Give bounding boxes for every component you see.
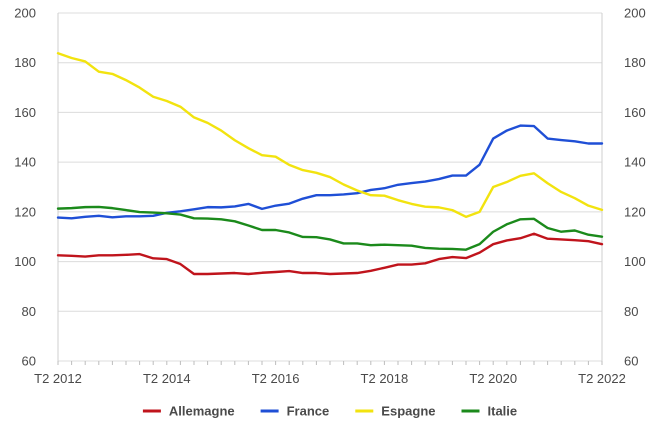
- legend-label: Allemagne: [169, 404, 235, 419]
- series-line-allemagne: [56, 232, 604, 276]
- x-tick-label-1: T2 2014: [143, 371, 191, 386]
- y-tick-label-right-120: 120: [624, 204, 646, 219]
- legend-item-france[interactable]: France: [260, 404, 330, 419]
- legend-item-allemagne[interactable]: Allemagne: [142, 404, 235, 419]
- series-line-espagne: [56, 52, 604, 219]
- x-tick-label-4: T2 2020: [469, 371, 517, 386]
- x-tick-label-0: T2 2012: [34, 371, 82, 386]
- x-tick-label-5: T2 2022: [578, 371, 626, 386]
- legend-label: Italie: [488, 404, 518, 419]
- y-tick-label-left-200: 200: [14, 6, 36, 21]
- y-tick-label-left-160: 160: [14, 105, 36, 120]
- legend-item-espagne[interactable]: Espagne: [355, 404, 435, 419]
- legend-label: Espagne: [381, 404, 435, 419]
- y-tick-label-left-140: 140: [14, 155, 36, 170]
- y-tick-label-right-100: 100: [624, 254, 646, 269]
- legend: Allemagne France Espagne Italie: [142, 404, 518, 419]
- gridlines: [58, 12, 602, 362]
- y-tick-label-right-80: 80: [624, 304, 638, 319]
- series-line-italie: [56, 205, 604, 251]
- y-tick-label-right-160: 160: [624, 105, 646, 120]
- y-tick-label-left-80: 80: [22, 304, 36, 319]
- x-tick-label-3: T2 2018: [361, 371, 409, 386]
- legend-item-italie[interactable]: Italie: [461, 404, 518, 419]
- y-tick-label-right-140: 140: [624, 155, 646, 170]
- y-tick-label-left-120: 120: [14, 204, 36, 219]
- axes: 60 60 80 80 100 100 120 120 140 140 160 160 180 180 20…: [14, 6, 645, 387]
- y-tick-label-left-60: 60: [22, 354, 36, 369]
- legend-label: France: [287, 404, 330, 419]
- y-tick-label-right-180: 180: [624, 55, 646, 70]
- x-tick-label-2: T2 2016: [252, 371, 300, 386]
- series-line-france: [56, 124, 604, 220]
- y-tick-label-right-60: 60: [624, 354, 638, 369]
- series-lines: [56, 52, 604, 276]
- y-tick-label-left-180: 180: [14, 55, 36, 70]
- y-tick-label-right-200: 200: [624, 6, 646, 21]
- y-tick-label-left-100: 100: [14, 254, 36, 269]
